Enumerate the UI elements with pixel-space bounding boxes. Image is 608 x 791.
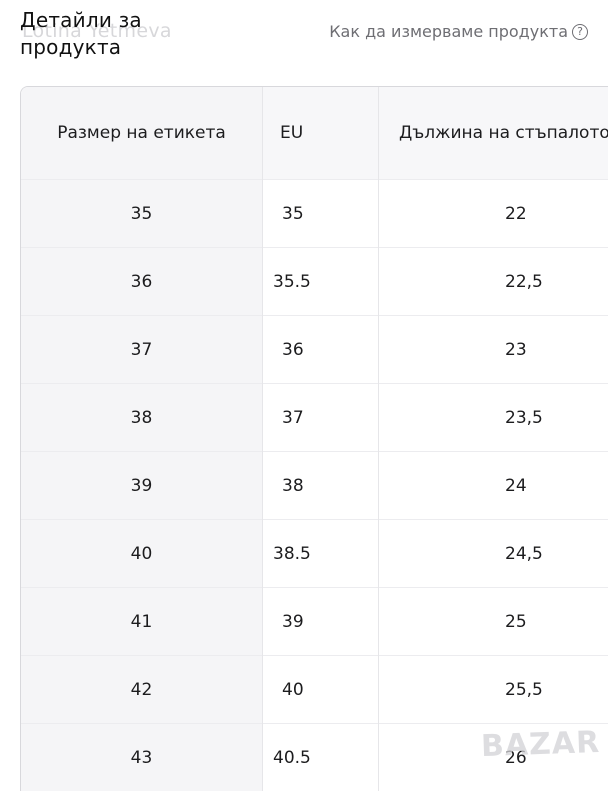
cell-label-size: 42 [21,656,263,724]
cell-eu: 39 [263,588,379,656]
question-circle-icon[interactable]: ? [572,24,588,40]
table-row: 40 38.5 24,5 [21,520,608,588]
table-row: 41 39 25 [21,588,608,656]
table-header-row: Размер на етикета EU Дължина на стъпалот… [21,87,608,180]
cell-foot-length: 22 [379,180,608,248]
cell-eu: 35.5 [263,248,379,316]
column-header-eu: EU [263,87,379,180]
cell-label-size: 41 [21,588,263,656]
cell-label-size: 36 [21,248,263,316]
cell-foot-length: 23 [379,316,608,384]
table-row: 39 38 24 [21,452,608,520]
page-title: Детайли за продукта [20,7,220,61]
table-row: 38 37 23,5 [21,384,608,452]
cell-eu: 38 [263,452,379,520]
cell-foot-length: 22,5 [379,248,608,316]
cell-eu: 38.5 [263,520,379,588]
cell-eu: 40 [263,656,379,724]
size-chart-table: Размер на етикета EU Дължина на стъпалот… [20,86,608,791]
cell-eu: 37 [263,384,379,452]
table-row: 37 36 23 [21,316,608,384]
cell-label-size: 39 [21,452,263,520]
how-to-measure-link[interactable]: Как да измерваме продукта ? [329,22,588,41]
bazar-watermark: BAZAR [480,725,600,764]
cell-label-size: 43 [21,724,263,791]
column-header-label-size: Размер на етикета [21,87,263,180]
how-to-measure-label: Как да измерваме продукта [329,22,568,41]
table-row: 42 40 25,5 [21,656,608,724]
cell-foot-length: 23,5 [379,384,608,452]
table-row: 36 35.5 22,5 [21,248,608,316]
cell-foot-length: 24 [379,452,608,520]
cell-eu: 40.5 [263,724,379,791]
column-header-foot-length: Дължина на стъпалото [379,87,608,180]
cell-label-size: 38 [21,384,263,452]
cell-eu: 35 [263,180,379,248]
cell-foot-length: 25 [379,588,608,656]
cell-label-size: 35 [21,180,263,248]
cell-label-size: 40 [21,520,263,588]
table-row: 35 35 22 [21,180,608,248]
cell-label-size: 37 [21,316,263,384]
cell-foot-length: 24,5 [379,520,608,588]
cell-eu: 36 [263,316,379,384]
cell-foot-length: 25,5 [379,656,608,724]
page-header: Lotina Yetmeva Детайли за продукта Как д… [0,0,608,82]
